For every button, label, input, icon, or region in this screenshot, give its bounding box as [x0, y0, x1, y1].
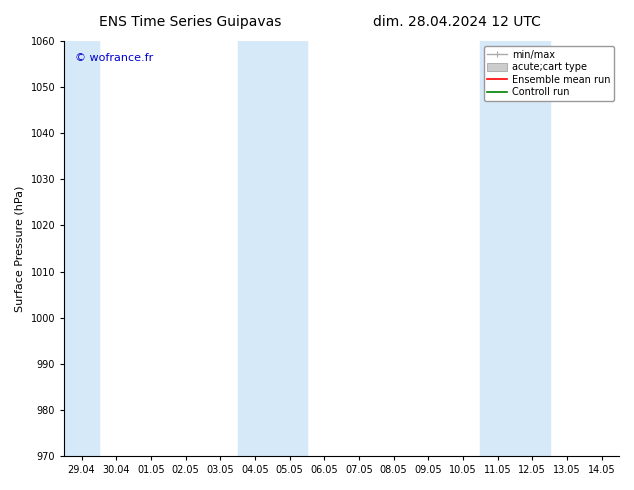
Bar: [64, 41, 99, 456]
Bar: [481, 41, 550, 456]
Legend: min/max, acute;cart type, Ensemble mean run, Controll run: min/max, acute;cart type, Ensemble mean …: [484, 46, 614, 101]
Text: © wofrance.fr: © wofrance.fr: [75, 53, 153, 64]
Bar: [238, 41, 307, 456]
Y-axis label: Surface Pressure (hPa): Surface Pressure (hPa): [15, 185, 25, 312]
Text: dim. 28.04.2024 12 UTC: dim. 28.04.2024 12 UTC: [373, 15, 540, 29]
Text: ENS Time Series Guipavas: ENS Time Series Guipavas: [99, 15, 281, 29]
